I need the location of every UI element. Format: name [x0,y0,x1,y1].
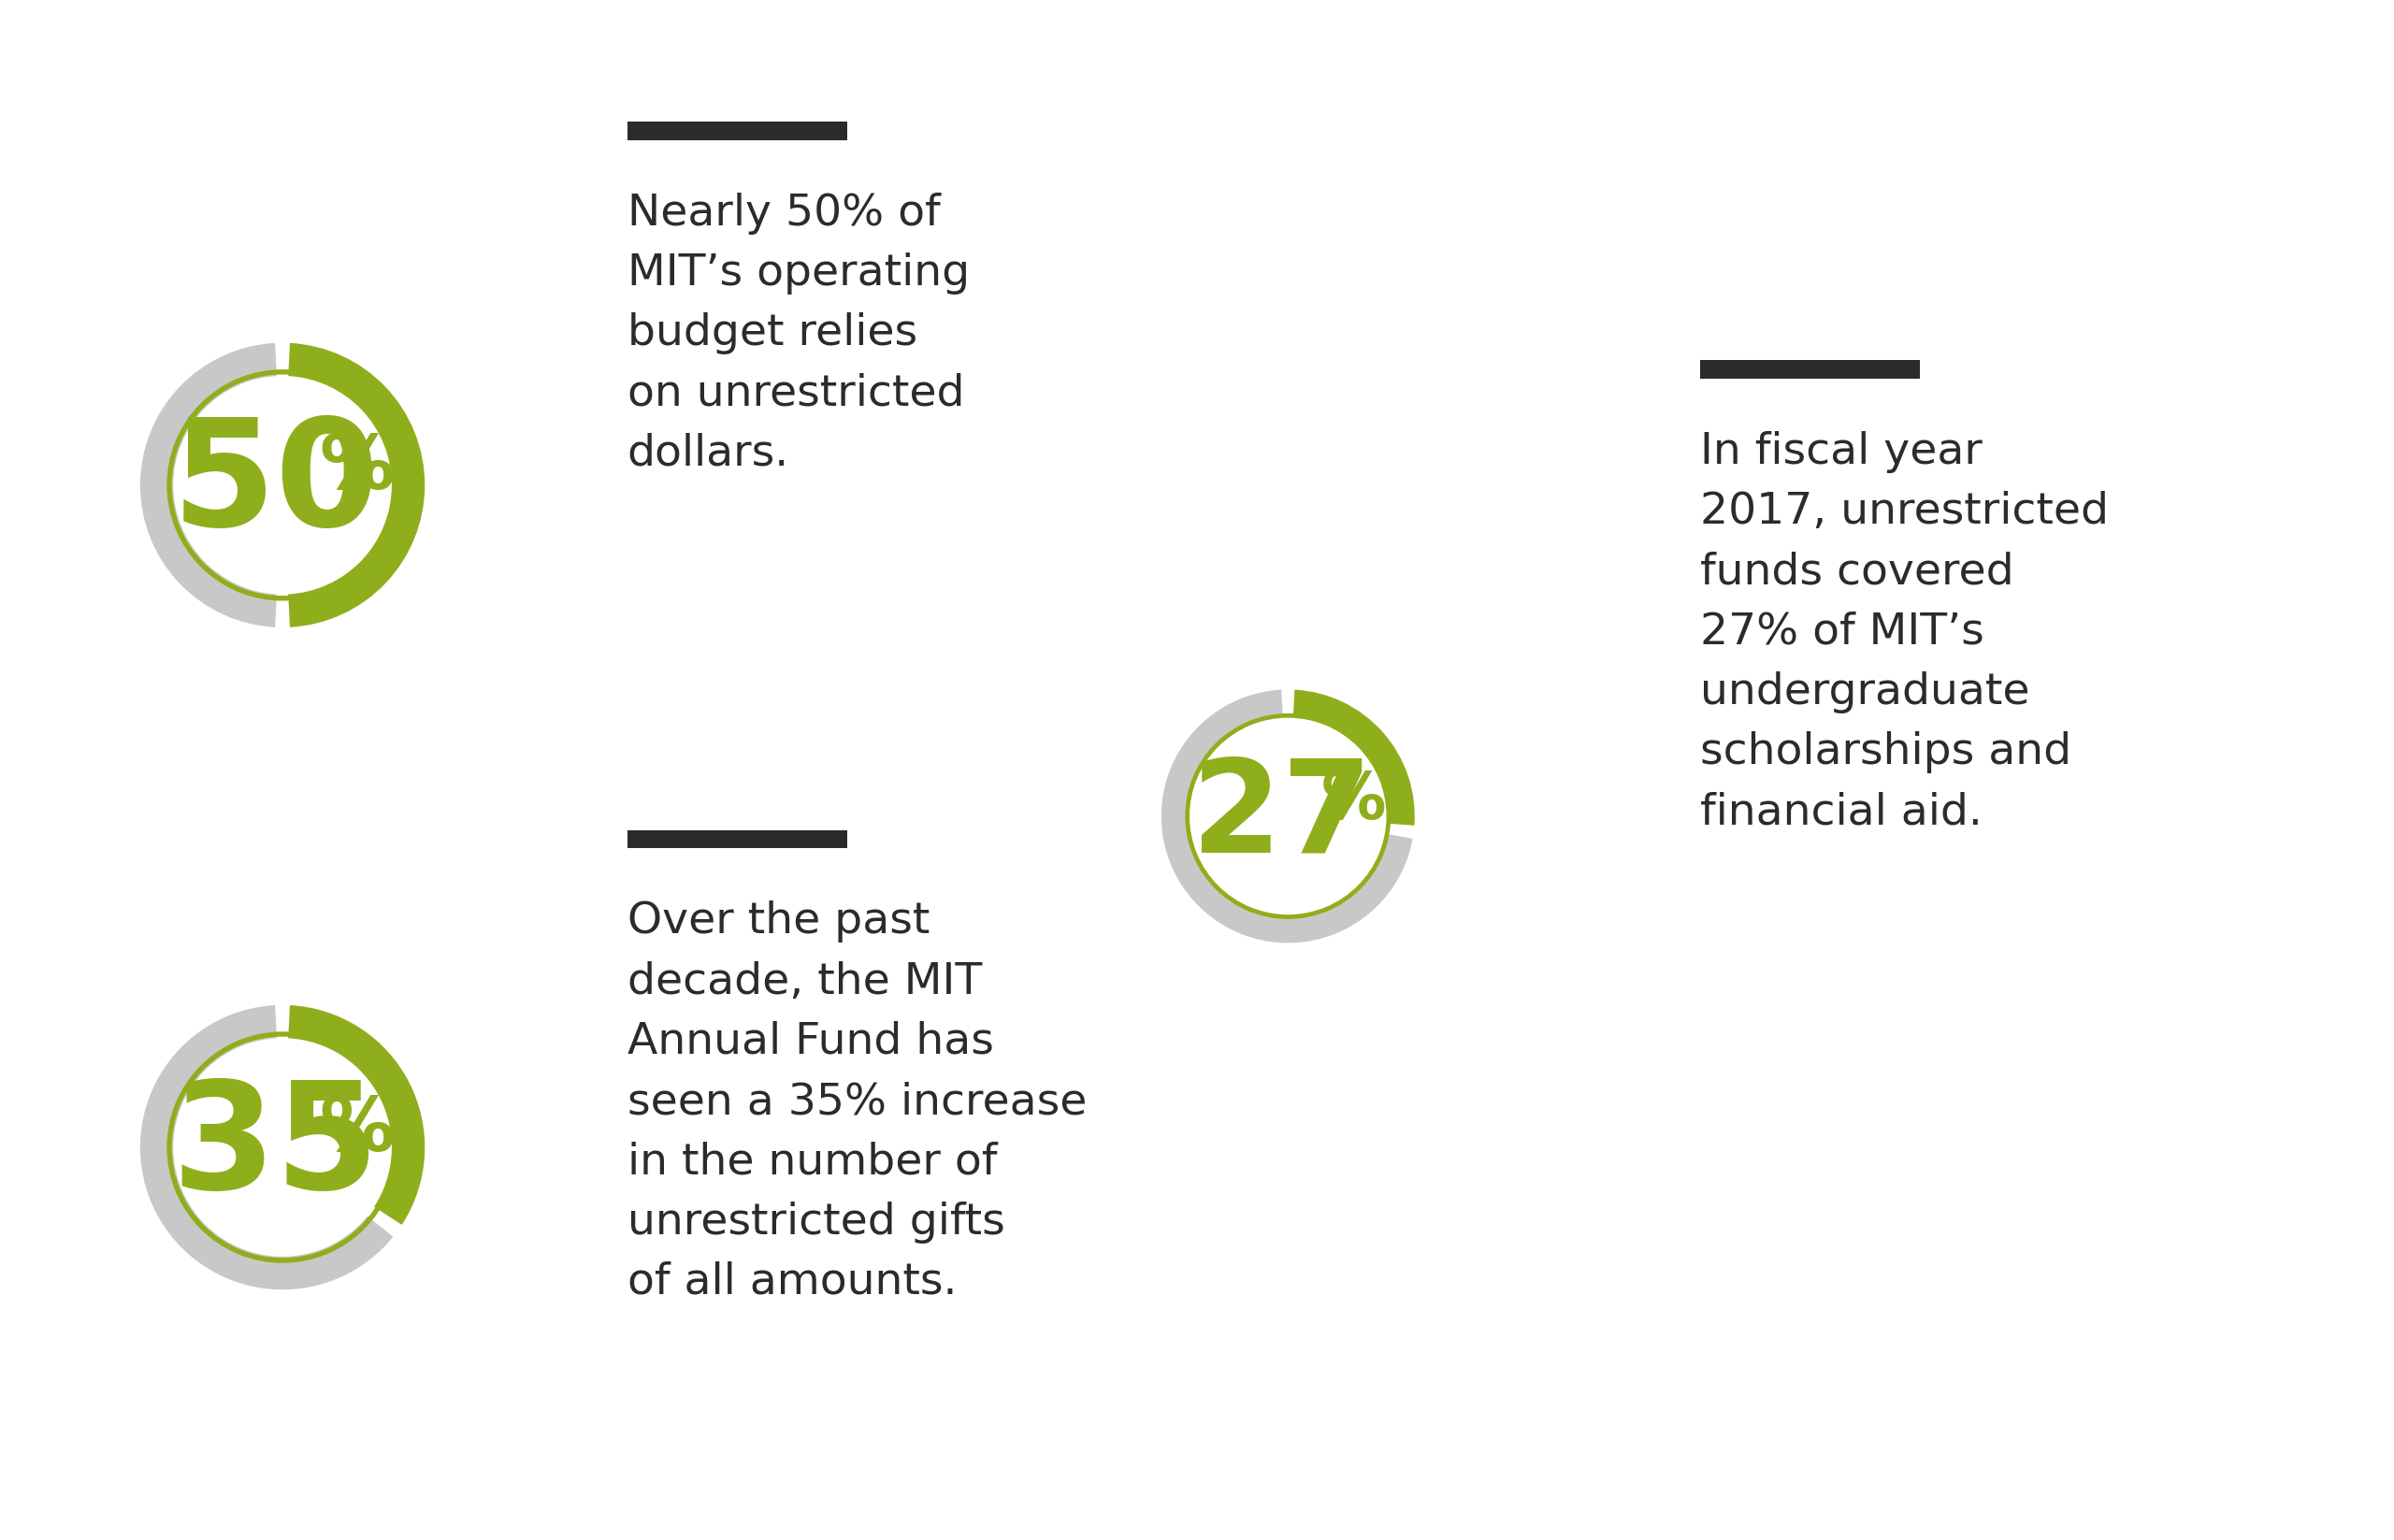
Text: %: % [318,431,395,505]
Wedge shape [287,343,424,627]
Bar [1700,360,1920,379]
Wedge shape [287,1006,424,1224]
Wedge shape [168,1032,397,1263]
Text: %: % [318,1093,395,1167]
Text: 50: 50 [172,413,378,557]
Text: 35: 35 [172,1075,378,1220]
Wedge shape [1161,690,1412,942]
Wedge shape [1293,690,1415,825]
Wedge shape [141,1006,393,1289]
Bar [627,830,847,849]
Bar [627,122,847,140]
Text: %: % [1321,770,1386,832]
Wedge shape [1185,713,1391,919]
Text: Nearly 50% of
MIT’s operating
budget relies
on unrestricted
dollars.: Nearly 50% of MIT’s operating budget rel… [627,192,970,474]
Text: In fiscal year
2017, unrestricted
funds covered
27% of MIT’s
undergraduate
schol: In fiscal year 2017, unrestricted funds … [1700,431,2109,833]
Text: Over the past
decade, the MIT
Annual Fund has
seen a 35% increase
in the number : Over the past decade, the MIT Annual Fun… [627,901,1087,1303]
Wedge shape [141,343,278,627]
Wedge shape [168,370,397,601]
Text: 27: 27 [1192,753,1372,879]
